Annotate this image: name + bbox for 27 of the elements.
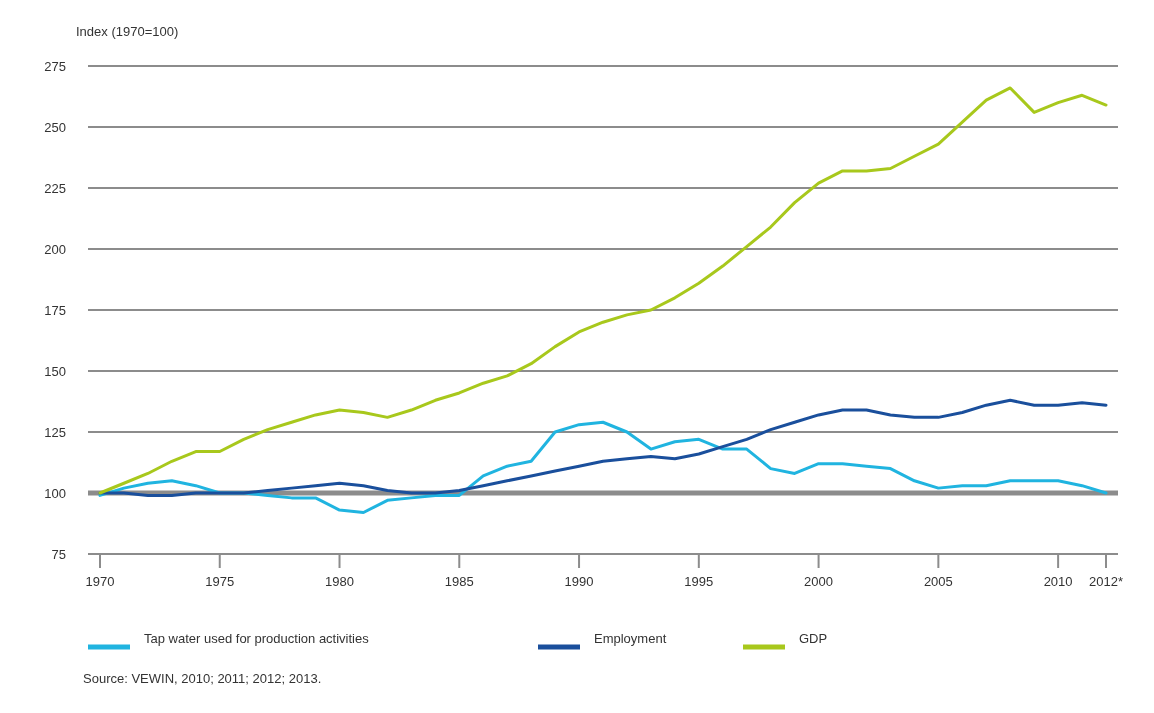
x-tick-label: 1980 [325,574,354,589]
x-tick-label: 2012* [1089,574,1124,589]
x-tick-label: 1975 [205,574,235,589]
line-series [98,420,1108,515]
y-tick-label: 75 [51,546,66,562]
y-tick-label: 125 [44,424,66,440]
source-note: Source: VEWIN, 2010; 2011; 2012; 2013. [83,671,322,686]
x-tick-label: 2005 [923,574,953,589]
x-tick-label: 1985 [444,574,474,589]
legend-label: Employment [594,631,667,646]
x-tick-label: 1970 [85,574,115,589]
x-tick-label: 2000 [804,574,834,589]
legend-label: Tap water used for production activities [144,631,370,646]
y-tick-label: 250 [44,119,66,135]
y-tick-label: 225 [44,180,66,196]
y-tick-label: 275 [44,58,66,74]
y-tick-label: 175 [44,302,66,318]
legend-label: GDP [799,631,828,646]
line-series [98,398,1108,497]
x-tick-label: 1990 [564,574,594,589]
y-tick-label: 200 [44,241,66,257]
line-series [98,86,1108,495]
y-tick-label: 100 [44,485,66,501]
x-tick-label: 2010 [1043,574,1073,589]
y-axis-title: Index (1970=100) [76,24,179,39]
y-tick-label: 150 [44,363,66,379]
x-tick-label: 1995 [684,574,714,589]
